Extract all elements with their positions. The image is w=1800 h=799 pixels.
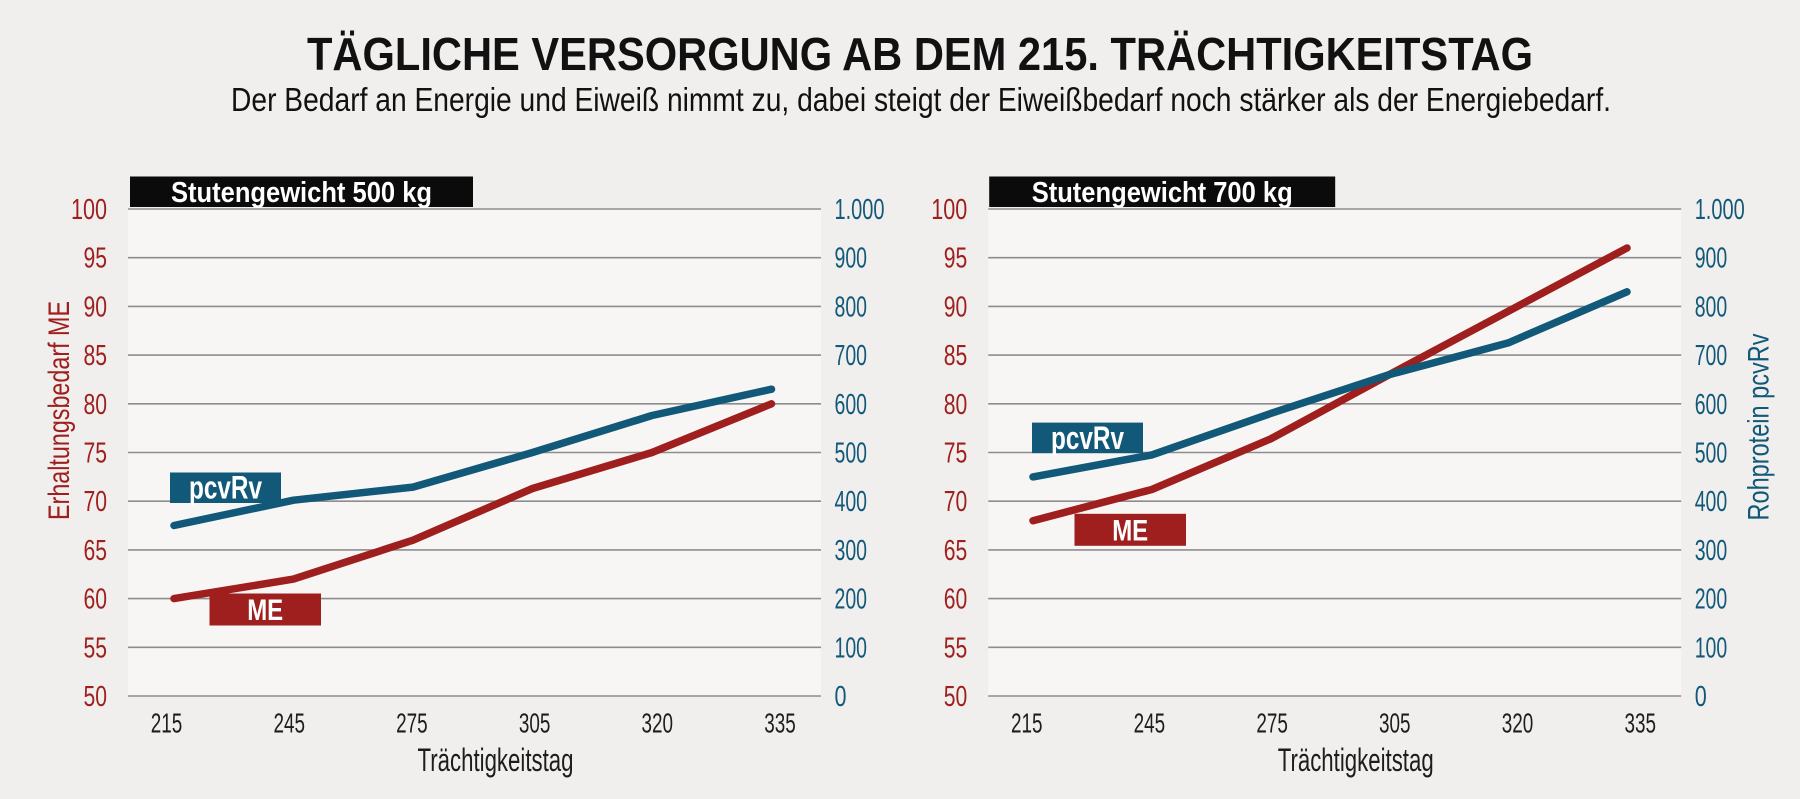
- svg-text:70: 70: [944, 486, 968, 518]
- svg-text:245: 245: [1134, 707, 1166, 738]
- svg-text:Trächtigkeitstag: Trächtigkeitstag: [418, 742, 574, 778]
- svg-text:0: 0: [1695, 681, 1707, 713]
- svg-text:50: 50: [84, 681, 108, 713]
- svg-text:200: 200: [1695, 584, 1728, 616]
- svg-text:70: 70: [84, 486, 108, 518]
- svg-text:Stutengewicht 700 kg: Stutengewicht 700 kg: [1032, 177, 1293, 209]
- svg-text:pcvRv: pcvRv: [1051, 420, 1124, 456]
- svg-text:Der Bedarf an Energie und Eiwe: Der Bedarf an Energie und Eiweiß nimmt z…: [231, 81, 1611, 118]
- svg-text:100: 100: [71, 194, 107, 226]
- svg-text:245: 245: [273, 707, 305, 738]
- svg-text:300: 300: [835, 535, 868, 567]
- svg-text:55: 55: [84, 632, 108, 664]
- svg-text:85: 85: [944, 340, 968, 372]
- svg-text:65: 65: [84, 535, 108, 567]
- svg-text:275: 275: [1256, 707, 1288, 738]
- svg-text:90: 90: [84, 291, 108, 323]
- svg-text:80: 80: [944, 389, 968, 421]
- svg-text:215: 215: [1011, 707, 1043, 738]
- svg-text:ME: ME: [247, 594, 283, 627]
- svg-text:95: 95: [944, 243, 968, 275]
- svg-text:335: 335: [764, 707, 796, 738]
- svg-text:95: 95: [84, 243, 108, 275]
- svg-text:700: 700: [1695, 340, 1728, 372]
- svg-text:85: 85: [84, 340, 108, 372]
- svg-text:800: 800: [835, 291, 868, 323]
- svg-text:60: 60: [944, 584, 968, 616]
- svg-text:100: 100: [931, 194, 967, 226]
- svg-text:600: 600: [835, 389, 868, 421]
- svg-text:Stutengewicht 500 kg: Stutengewicht 500 kg: [171, 177, 432, 209]
- svg-text:100: 100: [835, 632, 868, 664]
- svg-text:75: 75: [84, 438, 108, 470]
- svg-text:Trächtigkeitstag: Trächtigkeitstag: [1278, 742, 1434, 778]
- svg-text:100: 100: [1695, 632, 1728, 664]
- svg-text:800: 800: [1695, 291, 1728, 323]
- svg-text:275: 275: [396, 707, 428, 738]
- svg-text:pcvRv: pcvRv: [189, 470, 262, 506]
- svg-text:TÄGLICHE VERSORGUNG AB DEM 215: TÄGLICHE VERSORGUNG AB DEM 215. TRÄCHTIG…: [307, 28, 1533, 80]
- svg-text:ME: ME: [1112, 514, 1148, 547]
- svg-text:320: 320: [642, 707, 674, 738]
- svg-text:0: 0: [835, 681, 847, 713]
- svg-text:60: 60: [84, 584, 108, 616]
- svg-text:600: 600: [1695, 389, 1728, 421]
- svg-text:215: 215: [151, 707, 183, 738]
- svg-text:Rohprotein pcvRv: Rohprotein pcvRv: [1743, 334, 1776, 521]
- svg-text:80: 80: [84, 389, 108, 421]
- svg-text:700: 700: [835, 340, 868, 372]
- svg-text:900: 900: [1695, 243, 1728, 275]
- svg-text:75: 75: [944, 438, 968, 470]
- svg-text:300: 300: [1695, 535, 1728, 567]
- svg-text:900: 900: [835, 243, 868, 275]
- svg-text:65: 65: [944, 535, 968, 567]
- svg-text:305: 305: [519, 707, 551, 738]
- svg-text:335: 335: [1624, 707, 1656, 738]
- svg-text:200: 200: [835, 584, 868, 616]
- svg-text:1.000: 1.000: [1695, 194, 1745, 226]
- svg-text:320: 320: [1502, 707, 1534, 738]
- svg-text:400: 400: [1695, 486, 1728, 518]
- svg-text:50: 50: [944, 681, 968, 713]
- svg-text:1.000: 1.000: [835, 194, 885, 226]
- svg-text:500: 500: [835, 438, 868, 470]
- svg-text:400: 400: [835, 486, 868, 518]
- svg-text:90: 90: [944, 291, 968, 323]
- svg-text:500: 500: [1695, 438, 1728, 470]
- svg-text:Erhaltungsbedarf ME: Erhaltungsbedarf ME: [43, 301, 76, 520]
- svg-text:305: 305: [1379, 707, 1411, 738]
- svg-text:55: 55: [944, 632, 968, 664]
